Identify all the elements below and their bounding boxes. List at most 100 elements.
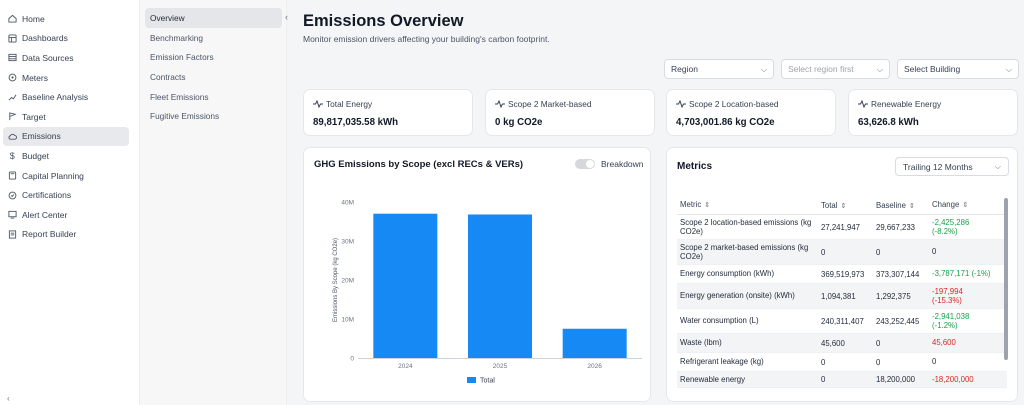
cloud-icon bbox=[8, 132, 17, 141]
change-value: 0 bbox=[932, 247, 937, 257]
metric-cell: Scope 2 location-based emissions (kg CO2… bbox=[677, 218, 821, 237]
metric-name: Scope 2 location-based emissions bbox=[680, 217, 799, 227]
change-cell: 0 bbox=[932, 247, 1002, 257]
sidebar-item-label: Report Builder bbox=[22, 229, 77, 240]
metric-cell: Water consumption (L) bbox=[677, 316, 821, 326]
sidebar-footer-icon[interactable]: ‹ bbox=[7, 394, 10, 403]
building-select[interactable]: Select Building ⌵ bbox=[897, 59, 1019, 79]
metric-unit: (L) bbox=[749, 316, 759, 326]
period-select-value: Trailing 12 Months bbox=[903, 161, 973, 172]
kpi-value: 89,817,035.58 kWh bbox=[313, 117, 399, 128]
ghg-emissions-chart: 0 10M 20M 30M 40M Emissions By Scope (kg CO2e… bbox=[333, 200, 642, 385]
sidebar-item-data-sources[interactable]: Data Sources bbox=[3, 48, 129, 68]
building-select-value: Select Building bbox=[904, 64, 961, 74]
metric-name: Refrigerant leakage bbox=[680, 357, 749, 367]
metric-cell: Scope 2 market-based emissions (kg CO2e) bbox=[677, 243, 821, 262]
table-row: Scope 2 location-based emissions (kg CO2… bbox=[677, 215, 1007, 240]
subregion-select-value: Select region first bbox=[788, 64, 854, 74]
total-cell: 369,519,973 bbox=[821, 269, 865, 279]
sidebar-item-budget[interactable]: $ Budget bbox=[3, 146, 129, 166]
sort-icon[interactable]: ⇕ bbox=[908, 202, 915, 210]
table-row: Water consumption (L) 240,311,407 243,252,… bbox=[677, 309, 1007, 334]
change-percent: (-8.2%) bbox=[932, 227, 958, 236]
table-row: Energy generation (onsite) (kWh) 1,094,38… bbox=[677, 284, 1007, 309]
bar-2024 bbox=[373, 213, 438, 358]
subnav-item-fleet-emissions[interactable]: Fleet Emissions bbox=[150, 91, 209, 102]
sidebar-item-label: Certifications bbox=[22, 190, 72, 201]
breakdown-toggle[interactable] bbox=[575, 159, 595, 169]
subnav-item-contracts[interactable]: Contracts bbox=[150, 71, 186, 82]
table-row: Waste (lbm) 45,600 0 45,600 bbox=[677, 334, 1007, 353]
column-header-label: Total bbox=[821, 200, 838, 210]
activity-icon bbox=[495, 100, 505, 108]
page-subtitle: Monitor emission drivers affecting your … bbox=[303, 34, 550, 44]
total-cell: 0 bbox=[821, 357, 826, 367]
activity-icon bbox=[858, 100, 868, 108]
sidebar-item-alert-center[interactable]: Alert Center bbox=[3, 205, 129, 225]
sort-icon[interactable]: ⇕ bbox=[704, 201, 711, 209]
sidebar-item-report-builder[interactable]: Report Builder bbox=[3, 225, 129, 245]
column-header-baseline[interactable]: Baseline ⇕ bbox=[876, 201, 932, 210]
sidebar-item-certifications[interactable]: Certifications bbox=[3, 185, 129, 205]
data-sources-icon bbox=[8, 53, 17, 62]
baseline-cell: 373,307,144 bbox=[876, 269, 920, 279]
svg-text:$: $ bbox=[10, 152, 15, 161]
sidebar-item-label: Meters bbox=[22, 72, 48, 83]
kpi-label: Scope 2 Location-based bbox=[676, 99, 779, 109]
sidebar-item-label: Target bbox=[22, 111, 46, 122]
y-tick-label: 20M bbox=[341, 278, 354, 285]
column-header-label: Baseline bbox=[876, 200, 906, 210]
sidebar-item-dashboards[interactable]: Dashboards bbox=[3, 29, 129, 49]
column-header-change[interactable]: Change ⇕ bbox=[932, 200, 1002, 211]
baseline-cell: 0 bbox=[876, 357, 881, 367]
column-header-metric[interactable]: Metric ⇕ bbox=[677, 200, 821, 211]
change-value: 0 bbox=[932, 357, 937, 367]
subnav-item-fugitive-emissions[interactable]: Fugitive Emissions bbox=[150, 111, 220, 122]
baseline-cell: 0 bbox=[876, 247, 881, 257]
sort-icon[interactable]: ⇕ bbox=[962, 201, 969, 209]
ghg-emissions-chart-card: 0 10M 20M 30M 40M Emissions By Scope (kg CO2e… bbox=[303, 147, 651, 402]
legend-swatch bbox=[467, 377, 476, 383]
change-cell: 0 bbox=[932, 357, 1002, 367]
metric-cell: Renewable energy bbox=[677, 375, 821, 385]
metric-unit: (lbm) bbox=[703, 338, 722, 348]
column-header-label: Change bbox=[932, 199, 960, 209]
chevron-down-icon: ⌵ bbox=[994, 162, 1001, 171]
kpi-label-text: Scope 2 Market-based bbox=[508, 99, 592, 109]
metric-name: Scope 2 market-based emissions bbox=[680, 242, 796, 252]
metric-name: Energy generation (onsite) bbox=[680, 291, 772, 301]
sidebar-item-target[interactable]: Target bbox=[3, 107, 129, 127]
sidebar-item-baseline-analysis[interactable]: Baseline Analysis bbox=[3, 87, 129, 107]
sort-icon[interactable]: ⇕ bbox=[840, 202, 847, 210]
sidebar-item-label: Baseline Analysis bbox=[22, 92, 89, 103]
metric-name: Waste bbox=[680, 338, 702, 348]
subnav-item-overview[interactable]: Overview bbox=[145, 8, 282, 28]
kpi-label: Total Energy bbox=[313, 99, 372, 109]
baseline-cell: 0 bbox=[876, 338, 881, 348]
sidebar-item-home[interactable]: Home bbox=[3, 9, 129, 29]
kpi-value: 63,626.8 kWh bbox=[858, 117, 919, 128]
dashboard-icon bbox=[8, 34, 17, 43]
subregion-select[interactable]: Select region first ⌵ bbox=[781, 59, 890, 79]
subnav-item-emission-factors[interactable]: Emission Factors bbox=[150, 52, 214, 63]
x-tick-label: 2024 bbox=[398, 363, 413, 370]
collapse-sidebar-icon[interactable]: ‹ bbox=[285, 12, 288, 22]
sidebar-item-emissions[interactable]: Emissions bbox=[3, 126, 129, 147]
baseline-cell: 1,292,375 bbox=[876, 291, 911, 301]
change-value: -18,200,000 bbox=[932, 374, 974, 384]
kpi-card-total-energy: Total Energy 89,817,035.58 kWh bbox=[303, 89, 473, 136]
kpi-card-renewable-energy: Renewable Energy 63,626.8 kWh bbox=[848, 89, 1018, 136]
period-select[interactable]: Trailing 12 Months ⌵ bbox=[895, 157, 1009, 176]
table-scrollbar[interactable] bbox=[1004, 198, 1008, 360]
sidebar-item-meters[interactable]: Meters bbox=[3, 68, 129, 88]
total-cell: 45,600 bbox=[821, 338, 845, 348]
column-header-label: Metric bbox=[680, 199, 702, 209]
bar-2025 bbox=[468, 214, 532, 358]
subnav-item-benchmarking[interactable]: Benchmarking bbox=[150, 32, 204, 43]
column-header-total[interactable]: Total ⇕ bbox=[821, 201, 876, 210]
region-select[interactable]: Region ⌵ bbox=[664, 59, 774, 79]
certificate-icon bbox=[8, 191, 17, 200]
table-row: Energy consumption (kWh) 369,519,973 373,3… bbox=[677, 265, 1007, 284]
region-select-value: Region bbox=[671, 64, 698, 74]
sidebar-item-capital-planning[interactable]: Capital Planning bbox=[3, 166, 129, 186]
